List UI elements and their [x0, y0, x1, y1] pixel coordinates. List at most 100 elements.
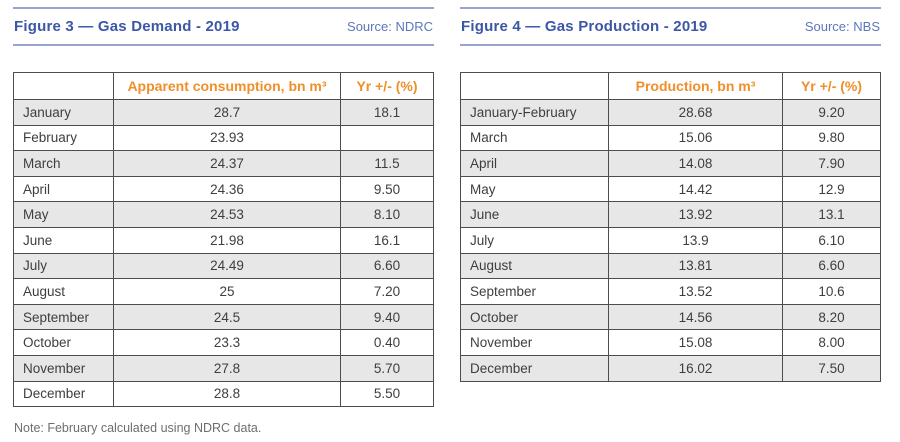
value-cell: 24.37: [113, 150, 341, 177]
month-cell: October: [13, 329, 114, 356]
yoy-cell: 9.80: [782, 124, 881, 152]
month-cell: March: [13, 150, 114, 177]
table-row: January 28.7 18.1: [13, 99, 434, 126]
yoy-cell: 9.50: [340, 175, 434, 203]
table-row: May 14.42 12.9: [460, 175, 881, 203]
table-row: December 16.02 7.50: [460, 354, 881, 382]
yoy-cell: 6.60: [782, 252, 881, 280]
value-cell: 13.52: [608, 278, 783, 305]
value-cell: 15.06: [608, 124, 783, 152]
month-column-header: [13, 72, 114, 100]
yoy-cell: 5.50: [340, 380, 434, 408]
month-cell: June: [460, 201, 609, 228]
value-cell: 15.08: [608, 329, 783, 356]
yoy-cell: 13.1: [782, 201, 881, 228]
table-row: August 13.81 6.60: [460, 252, 881, 280]
yoy-cell: [340, 124, 434, 152]
month-cell: April: [460, 150, 609, 177]
value-cell: 24.53: [113, 201, 341, 228]
yoy-cell: 8.10: [340, 201, 434, 228]
figure3-caption-bar: Figure 3 — Gas Demand - 2019 Source: NDR…: [13, 7, 434, 46]
figure3-source: Source: NDRC: [347, 19, 433, 34]
yoy-cell: 16.1: [340, 226, 434, 254]
month-cell: September: [460, 278, 609, 305]
month-cell: November: [13, 354, 114, 382]
value-cell: 14.56: [608, 303, 783, 331]
value-cell: 13.81: [608, 252, 783, 280]
table-header-row: Production, bn m³ Yr +/- (%): [460, 72, 881, 100]
table-row: March 24.37 11.5: [13, 150, 434, 177]
yoy-column-header: Yr +/- (%): [782, 72, 881, 100]
value-cell: 23.3: [113, 329, 341, 356]
value-cell: 28.8: [113, 380, 341, 408]
yoy-cell: 9.40: [340, 303, 434, 331]
table-header-row: Apparent consumption, bn m³ Yr +/- (%): [13, 72, 434, 100]
month-cell: September: [13, 303, 114, 331]
figure3-title: Figure 3 — Gas Demand - 2019: [14, 18, 240, 35]
table-row: July 24.49 6.60: [13, 252, 434, 280]
month-cell: February: [13, 124, 114, 152]
table-row: August 25 7.20: [13, 278, 434, 305]
value-cell: 27.8: [113, 354, 341, 382]
gas-demand-table-body: January 28.7 18.1 February 23.93 March 24.37 11…: [13, 99, 434, 408]
yoy-cell: 10.6: [782, 278, 881, 305]
yoy-cell: 7.20: [340, 278, 434, 305]
month-cell: March: [460, 124, 609, 152]
month-cell: October: [460, 303, 609, 331]
consumption-column-header: Apparent consumption, bn m³: [113, 72, 341, 100]
month-cell: January: [13, 99, 114, 126]
figure4-caption-bar: Figure 4 — Gas Production - 2019 Source:…: [460, 7, 881, 46]
table-row: April 14.08 7.90: [460, 150, 881, 177]
month-cell: April: [13, 175, 114, 203]
value-cell: 25: [113, 278, 341, 305]
month-cell: August: [13, 278, 114, 305]
month-cell: December: [460, 354, 609, 382]
month-cell: May: [13, 201, 114, 228]
yoy-cell: 11.5: [340, 150, 434, 177]
value-cell: 14.08: [608, 150, 783, 177]
table-row: September 13.52 10.6: [460, 278, 881, 305]
table-row: November 15.08 8.00: [460, 329, 881, 356]
yoy-cell: 8.20: [782, 303, 881, 331]
value-cell: 24.36: [113, 175, 341, 203]
value-cell: 14.42: [608, 175, 783, 203]
table-row: March 15.06 9.80: [460, 124, 881, 152]
value-cell: 13.92: [608, 201, 783, 228]
production-column-header: Production, bn m³: [608, 72, 783, 100]
value-cell: 16.02: [608, 354, 783, 382]
month-column-header: [460, 72, 609, 100]
month-cell: November: [460, 329, 609, 356]
gas-demand-table: Apparent consumption, bn m³ Yr +/- (%) J…: [13, 72, 434, 408]
yoy-cell: 9.20: [782, 99, 881, 126]
value-cell: 28.68: [608, 99, 783, 126]
month-cell: January-February: [460, 99, 609, 126]
month-cell: December: [13, 380, 114, 408]
value-cell: 13.9: [608, 226, 783, 254]
month-cell: May: [460, 175, 609, 203]
table-row: January-February 28.68 9.20: [460, 99, 881, 126]
table-row: September 24.5 9.40: [13, 303, 434, 331]
yoy-cell: 6.60: [340, 252, 434, 280]
yoy-column-header: Yr +/- (%): [340, 72, 434, 100]
table-row: December 28.8 5.50: [13, 380, 434, 408]
gas-production-table: Production, bn m³ Yr +/- (%) January-Feb…: [460, 72, 881, 382]
month-cell: July: [460, 226, 609, 254]
table-row: June 21.98 16.1: [13, 226, 434, 254]
month-cell: June: [13, 226, 114, 254]
yoy-cell: 8.00: [782, 329, 881, 356]
footnote: Note: February calculated using NDRC dat…: [14, 421, 262, 435]
table-row: October 23.3 0.40: [13, 329, 434, 356]
yoy-cell: 7.90: [782, 150, 881, 177]
table-row: July 13.9 6.10: [460, 226, 881, 254]
yoy-cell: 0.40: [340, 329, 434, 356]
value-cell: 28.7: [113, 99, 341, 126]
gas-production-table-body: January-February 28.68 9.20 March 15.06 9.80 A…: [460, 99, 881, 382]
month-cell: July: [13, 252, 114, 280]
table-row: November 27.8 5.70: [13, 354, 434, 382]
figure4-title: Figure 4 — Gas Production - 2019: [461, 18, 708, 35]
value-cell: 23.93: [113, 124, 341, 152]
yoy-cell: 5.70: [340, 354, 434, 382]
table-row: June 13.92 13.1: [460, 201, 881, 228]
value-cell: 24.49: [113, 252, 341, 280]
table-row: April 24.36 9.50: [13, 175, 434, 203]
